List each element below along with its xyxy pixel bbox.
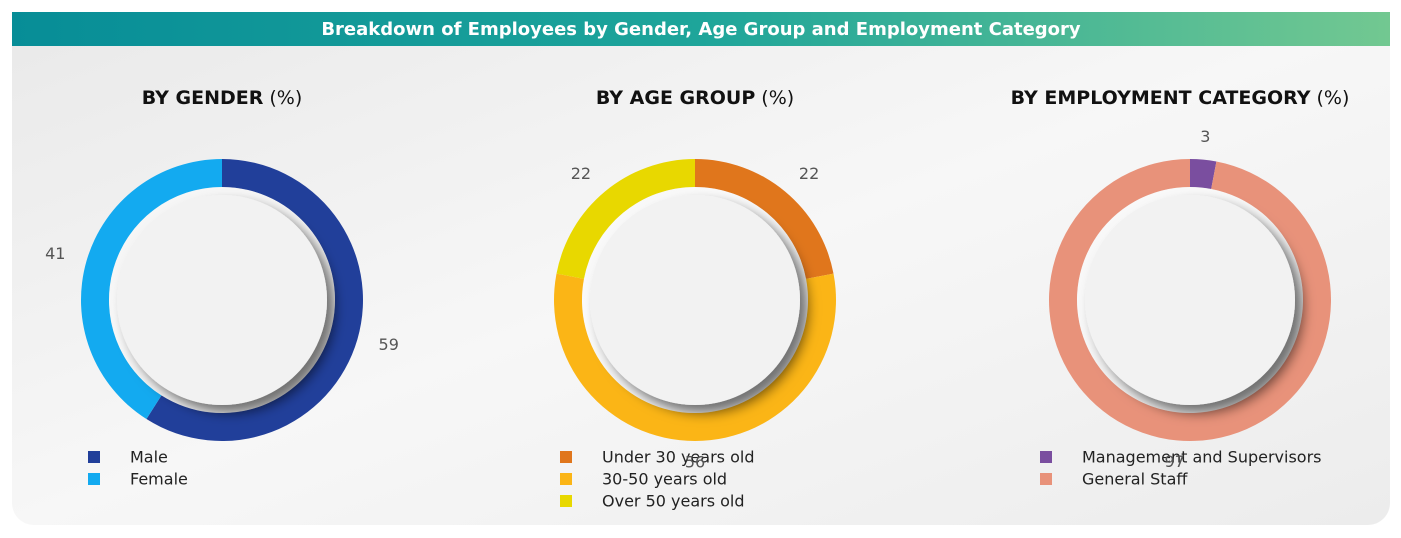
legend-label: Management and Supervisors [1082, 448, 1322, 467]
legend-label: General Staff [1082, 470, 1188, 489]
inner-highlight [1077, 187, 1303, 413]
legend-swatch [560, 473, 572, 485]
legend-swatch [560, 495, 572, 507]
value-label: 97 [1164, 452, 1184, 471]
legend-label: Over 50 years old [602, 492, 745, 511]
inner-highlight [582, 187, 808, 413]
donut-segment [146, 158, 364, 442]
chart-title: BY EMPLOYMENT CATEGORY (%) [1011, 87, 1350, 109]
donut-segment [556, 159, 695, 279]
value-label: 3 [1200, 127, 1210, 146]
chart-title-unit: (%) [269, 87, 302, 109]
inner-disc [590, 195, 800, 405]
legend-swatch [560, 451, 572, 463]
legend-swatch [1040, 451, 1052, 463]
value-label: 22 [799, 164, 819, 183]
legend-label: Female [130, 470, 188, 489]
legend-label: Under 30 years old [602, 448, 754, 467]
donut-segment [1190, 159, 1217, 190]
donut-segment [695, 159, 834, 279]
chart-title: BY AGE GROUP (%) [596, 87, 794, 109]
legend-label: 30-50 years old [602, 470, 727, 489]
chart-title-unit: (%) [761, 87, 794, 109]
value-label: 59 [379, 335, 399, 354]
inner-highlight [109, 187, 335, 413]
banner [12, 12, 1390, 46]
legend-label: Male [130, 448, 168, 467]
chart-title-main: BY AGE GROUP [596, 87, 756, 109]
legend-swatch [1040, 473, 1052, 485]
donut-segment [81, 159, 222, 420]
chart-title-main: BY GENDER [142, 87, 264, 109]
chart-title-main: BY EMPLOYMENT CATEGORY [1011, 87, 1311, 109]
value-label: 22 [571, 164, 591, 183]
value-label: 56 [685, 453, 705, 472]
chart-title: BY GENDER (%) [142, 87, 303, 109]
legend-swatch [88, 473, 100, 485]
inner-disc [117, 195, 327, 405]
value-label: 41 [45, 244, 65, 263]
legend-swatch [88, 451, 100, 463]
chart-title-unit: (%) [1316, 87, 1349, 109]
banner-title: Breakdown of Employees by Gender, Age Gr… [321, 19, 1081, 40]
donut-segment [554, 273, 836, 442]
inner-disc [1085, 195, 1295, 405]
